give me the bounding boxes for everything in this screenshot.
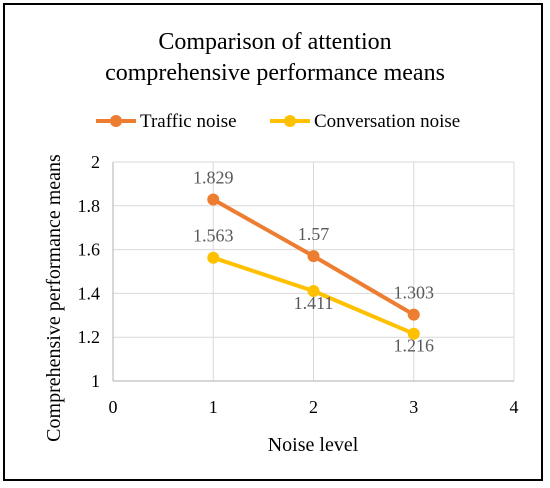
y-tick-label: 1.6: [78, 240, 101, 260]
chart-title-line2: comprehensive performance means: [105, 60, 445, 86]
data-point: [207, 193, 220, 206]
data-point: [307, 284, 320, 297]
y-tick-label: 1: [91, 371, 100, 391]
data-label: 1.411: [294, 293, 334, 313]
legend-marker: [284, 115, 296, 127]
tick-labels: 11.21.41.61.820 1 2 3 4: [78, 152, 519, 417]
series-1: [207, 193, 420, 321]
series-2: [207, 251, 420, 340]
x-axis-title: Noise level: [268, 434, 359, 456]
data-point: [307, 250, 320, 263]
x-tick-label: 4: [510, 397, 519, 417]
y-tick-label: 1.2: [78, 327, 101, 347]
chart-frame: [3, 3, 543, 481]
chart-title-line1: Comparison of attention: [158, 29, 392, 55]
data-label: 1.303: [394, 283, 435, 303]
y-tick-label: 1.4: [78, 283, 101, 303]
data-point: [407, 327, 420, 340]
legend: Traffic noise Conversation noise: [96, 111, 460, 132]
data-point: [407, 308, 420, 321]
x-tick-label: 3: [409, 397, 418, 417]
legend-label: Traffic noise: [140, 111, 237, 132]
series-layer: [207, 193, 420, 340]
legend-item-2: Conversation noise: [270, 111, 460, 132]
data-labels: 1.829 1.57 1.303 1.563 1.411 1.216: [193, 167, 434, 355]
data-label: 1.57: [298, 224, 330, 244]
x-tick-label: 1: [209, 397, 218, 417]
y-tick-label: 2: [91, 152, 100, 172]
y-axis-title: Comprehensive performance means: [43, 154, 65, 442]
data-label: 1.829: [193, 167, 234, 187]
legend-item-1: Traffic noise: [96, 111, 237, 132]
data-point: [207, 251, 220, 264]
y-tick-label: 1.8: [78, 196, 101, 216]
data-label: 1.216: [394, 336, 435, 356]
x-tick-label: 0: [109, 397, 118, 417]
legend-label: Conversation noise: [314, 111, 460, 132]
x-tick-label: 2: [309, 397, 318, 417]
grid: [112, 161, 515, 382]
data-label: 1.563: [193, 226, 234, 246]
legend-marker: [110, 115, 122, 127]
